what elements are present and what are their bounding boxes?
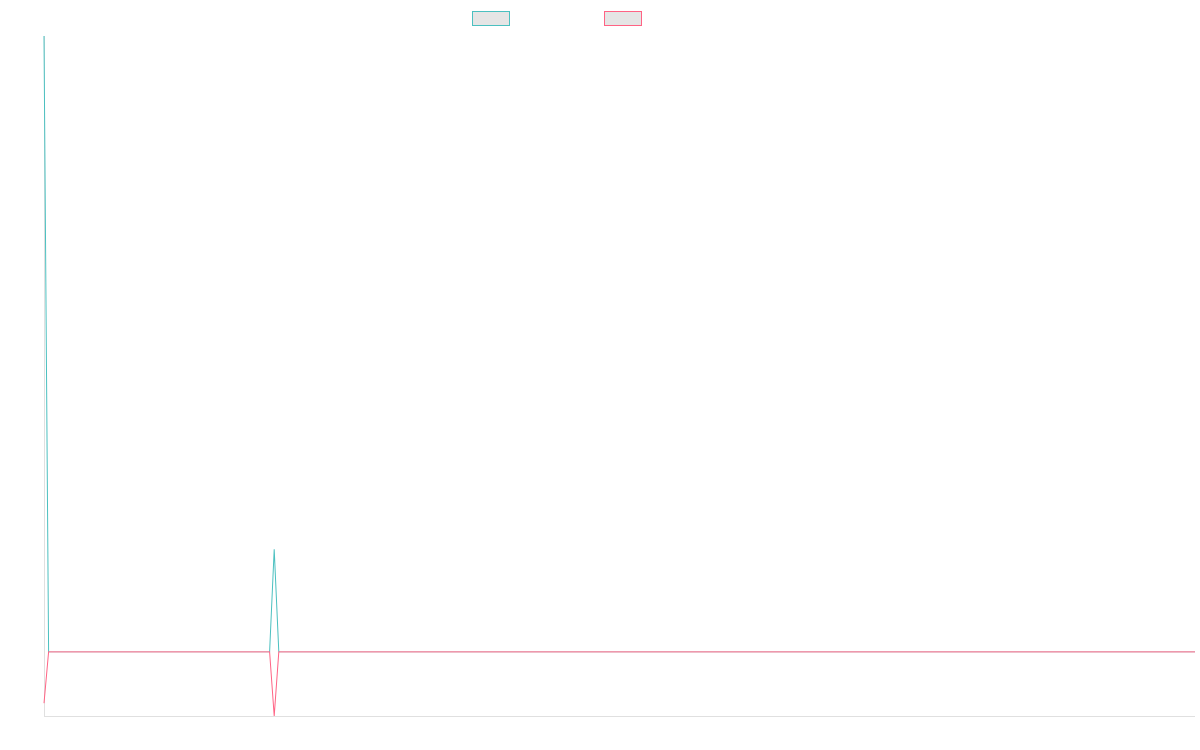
series-line-1 [43,35,1195,653]
series-layer [43,35,1195,717]
legend-swatch-series-1 [472,10,510,26]
series-line-2 [43,651,1195,717]
legend-item-series-1[interactable] [472,9,516,27]
legend-item-series-2[interactable] [604,9,648,27]
chart-legend [0,9,1200,27]
legend-swatch-series-2 [604,10,642,26]
